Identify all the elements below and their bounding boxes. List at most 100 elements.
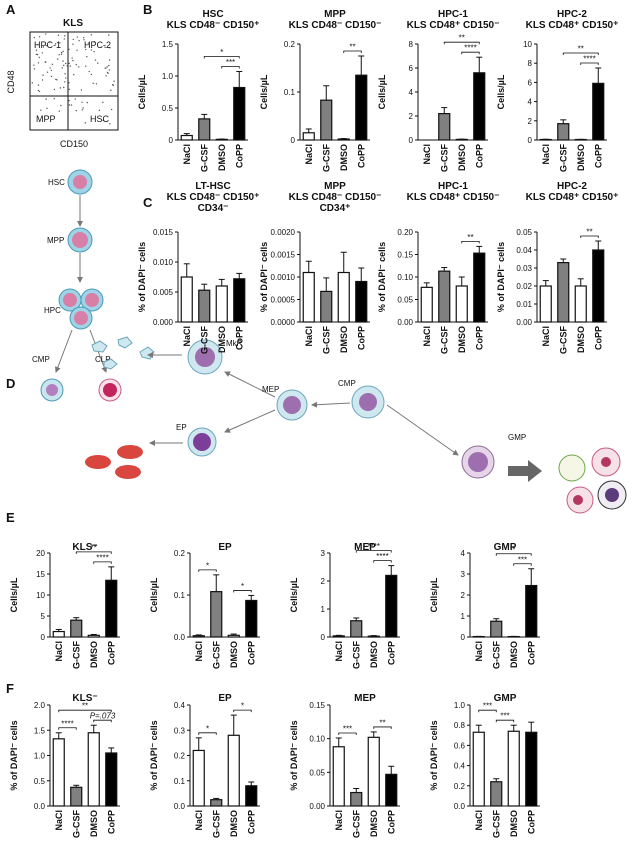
event-dot [108, 69, 111, 71]
y-tick-label: 0.3 [174, 726, 186, 735]
event-dot [78, 66, 80, 68]
bar [105, 752, 118, 807]
chart-title: MEP [354, 542, 376, 553]
event-dot [102, 101, 104, 104]
y-tick-label: 0 [321, 633, 326, 642]
bar [52, 738, 65, 807]
y-tick-label: 0.00 [516, 318, 532, 327]
panel-d: D MkP MEP CMP EP GMP [6, 336, 627, 514]
x-tick-label: NaCl [334, 641, 344, 662]
event-dot [68, 88, 71, 91]
x-tick-label: CoPP [106, 641, 116, 665]
y-tick-label: 0.02 [516, 282, 532, 291]
y-tick-label: 10 [523, 40, 532, 49]
erythrocyte [85, 455, 111, 469]
y-axis-label: % of DAPI⁻ cells [377, 242, 387, 312]
cell-label: MEP [262, 385, 279, 394]
event-dot [42, 46, 45, 48]
x-tick-label: CoPP [593, 326, 603, 350]
event-dot [48, 41, 51, 43]
x-tick-label: DMSO [339, 144, 349, 171]
significance-label: **** [376, 552, 388, 561]
quadrant-label: MPP [36, 114, 56, 124]
significance-bracket [198, 569, 217, 572]
significance-bracket [75, 551, 112, 554]
y-tick-label: 0.05 [397, 296, 413, 305]
bar [210, 799, 223, 807]
chart-title: KLS CD48⁺ CD150⁺ [526, 192, 619, 203]
x-tick-label: G-CSF [321, 144, 331, 173]
x-tick-label: G-CSF [558, 144, 568, 173]
chart-title: CD34⁻ [198, 203, 229, 214]
y-axis-label: Cells/µL [429, 577, 439, 612]
significance-bracket [580, 62, 599, 65]
bar [420, 286, 433, 323]
x-tick-label: NaCl [182, 326, 192, 347]
nucleus [63, 293, 77, 307]
event-dot [68, 48, 70, 51]
significance-bracket [198, 732, 217, 735]
y-tick-label: 0.6 [454, 741, 466, 750]
arrow [224, 371, 276, 398]
x-tick-label: DMSO [576, 326, 586, 353]
x-tick-label: CoPP [234, 144, 244, 168]
x-tick-label: DMSO [229, 641, 239, 668]
event-dot [33, 68, 36, 70]
x-tick-label: CoPP [386, 641, 396, 665]
event-dot [75, 63, 77, 66]
significance-bracket [203, 56, 240, 59]
flow-title: KLS [63, 18, 83, 29]
arrow [311, 401, 351, 408]
bar [192, 749, 205, 807]
nucleus [103, 383, 117, 397]
significance-label: * [220, 48, 223, 57]
event-dot [95, 83, 98, 85]
y-tick-label: 1.5 [34, 726, 46, 735]
nucleus [468, 452, 488, 472]
event-dot [90, 49, 93, 51]
y-tick-label: 0.0000 [271, 318, 296, 327]
event-dot [75, 109, 78, 112]
y-tick-label: 0.2 [174, 752, 186, 761]
chart-title: MEP [354, 693, 376, 704]
cell-label: HPC [44, 306, 61, 315]
event-dot [106, 66, 108, 68]
x-tick-label: G-CSF [351, 641, 361, 670]
event-dot [40, 109, 42, 111]
cell-label: CMP [32, 355, 50, 364]
y-tick-label: 8 [528, 59, 533, 68]
chart-title: HPC-2 [557, 181, 587, 192]
significance-label: *** [518, 555, 527, 564]
y-tick-label: 0.0 [34, 802, 46, 811]
bar [227, 634, 240, 638]
y-tick-label: 1 [321, 605, 326, 614]
y-tick-label: 0.0005 [271, 296, 296, 305]
x-tick-label: DMSO [217, 326, 227, 353]
significance-label: ** [91, 543, 97, 552]
x-axis-label: CD150 [60, 139, 88, 149]
bar [350, 791, 363, 807]
y-axis-label: CD48 [6, 70, 16, 93]
y-tick-label: 6 [528, 78, 533, 87]
cell-label: CLP [95, 355, 111, 364]
event-dot [61, 67, 63, 69]
panel-label: D [6, 376, 15, 391]
event-dot [46, 71, 49, 73]
y-tick-label: 1.5 [162, 40, 174, 49]
bar [490, 620, 503, 638]
bar [473, 72, 486, 141]
event-dot [35, 49, 38, 51]
significance-label: *** [343, 724, 352, 733]
x-tick-label: G-CSF [71, 641, 81, 670]
x-tick-label: G-CSF [199, 144, 209, 173]
significance-bracket [495, 719, 515, 723]
significance-bracket [355, 550, 392, 553]
x-tick-label: NaCl [304, 144, 314, 165]
event-dot [68, 104, 71, 106]
event-dot [60, 51, 63, 54]
quadrant-label: HPC-2 [84, 40, 111, 50]
bar [337, 271, 350, 323]
y-tick-label: 0.0 [174, 633, 186, 642]
y-tick-label: 8 [409, 40, 414, 49]
